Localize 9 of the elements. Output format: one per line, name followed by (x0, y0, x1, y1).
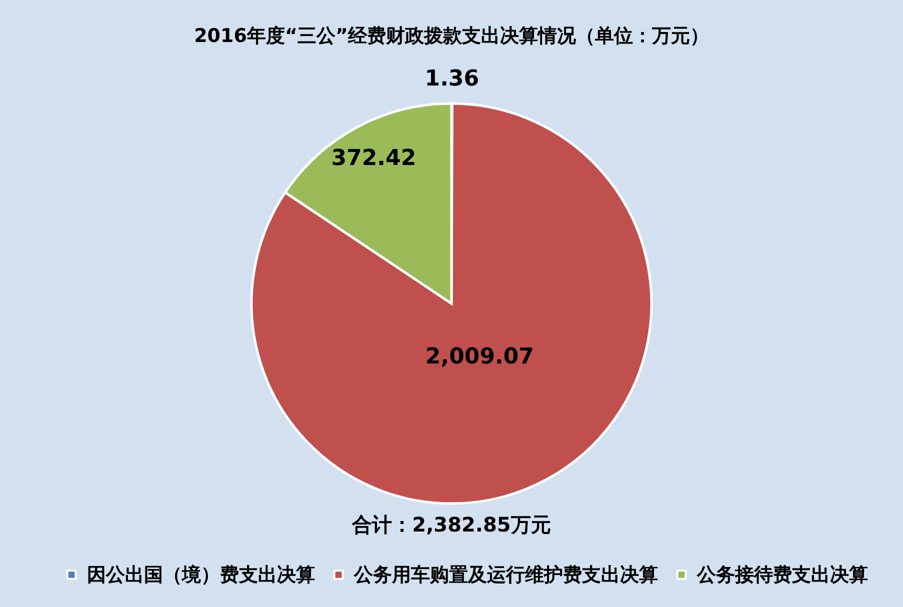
data-label: 1.36 (424, 66, 480, 92)
data-label: 2,009.07 (425, 344, 534, 370)
chart-title: 2016年度“三公”经费财政拨款支出决算情况（单位：万元） (194, 25, 709, 47)
legend-label: 公务用车购置及运行维护费支出决算 (353, 564, 658, 586)
pie-slice (250, 102, 653, 505)
text: 合计：2,382.85万元 (351, 512, 551, 536)
legend-label: 因公出国（境）费支出决算 (87, 564, 315, 586)
data-label: 372.42 (331, 146, 416, 171)
legend-label: 公务接待费支出决算 (696, 564, 868, 586)
